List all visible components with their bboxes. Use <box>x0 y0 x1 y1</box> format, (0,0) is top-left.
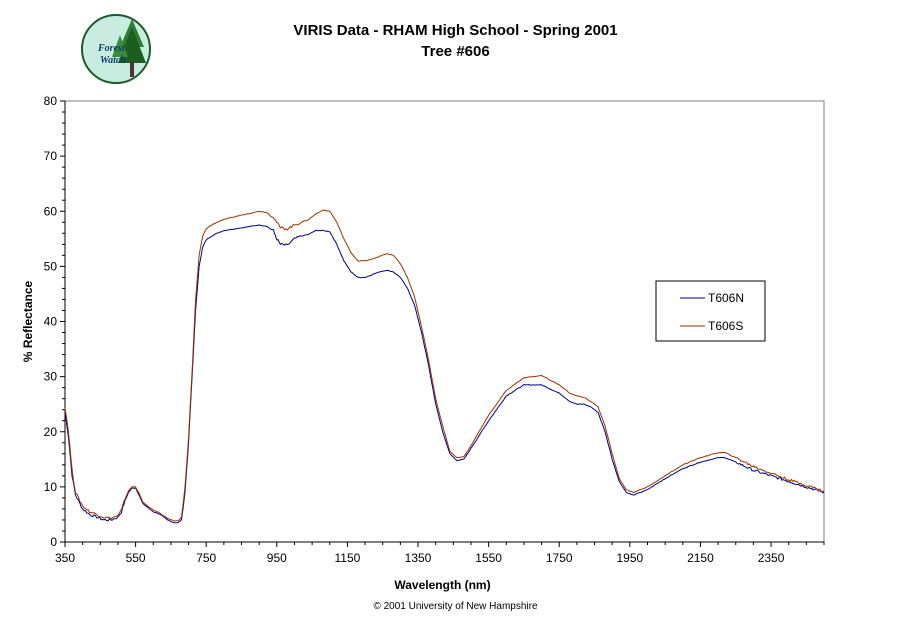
x-axis-title: Wavelength (nm) <box>394 578 490 592</box>
y-tick-label: 70 <box>44 149 58 163</box>
legend-label-t606n: T606N <box>708 291 744 305</box>
y-tick-label: 0 <box>50 535 57 549</box>
legend-box <box>655 280 766 342</box>
y-tick-label: 60 <box>44 204 58 218</box>
forest-watch-logo: Forest Watch <box>81 14 151 84</box>
y-tick-label: 40 <box>44 315 58 329</box>
x-tick-label: 350 <box>55 551 75 565</box>
x-tick-label: 2350 <box>758 551 785 565</box>
axes: 0 10 20 30 40 50 60 70 80 350 550 750 950 1150 1350 155… <box>21 94 825 592</box>
legend: T606N T606S <box>655 280 766 342</box>
x-tick-label: 1350 <box>405 551 432 565</box>
logo-text-line1: Forest <box>97 43 126 54</box>
x-tick-label: 950 <box>267 551 287 565</box>
x-tick-label: 2150 <box>687 551 714 565</box>
y-tick-label: 20 <box>44 425 58 439</box>
chart-subtitle: Tree #606 <box>421 43 490 60</box>
series-line-t606n <box>64 224 825 524</box>
legend-label-t606s: T606S <box>708 319 743 333</box>
y-axis-title: % Reflectance <box>21 280 35 362</box>
logo-text-line2: Watch <box>100 55 126 66</box>
chart-title: VIRIS Data - RHAM High School - Spring 2… <box>293 22 618 39</box>
y-tick-label: 50 <box>44 259 58 273</box>
x-tick-label: 1150 <box>335 551 361 565</box>
y-tick-label: 30 <box>44 370 58 384</box>
series-group <box>64 209 825 524</box>
series-line-t606s <box>64 209 824 522</box>
x-tick-label: 1550 <box>475 551 502 565</box>
x-tick-label: 1750 <box>546 551 573 565</box>
y-tick-label: 10 <box>44 480 58 494</box>
x-tick-label: 1950 <box>616 551 643 565</box>
x-tick-label: 550 <box>126 551 146 565</box>
y-tick-label: 80 <box>44 94 58 108</box>
x-tick-label: 750 <box>196 551 216 565</box>
copyright-notice: © 2001 University of New Hampshire <box>373 601 538 612</box>
